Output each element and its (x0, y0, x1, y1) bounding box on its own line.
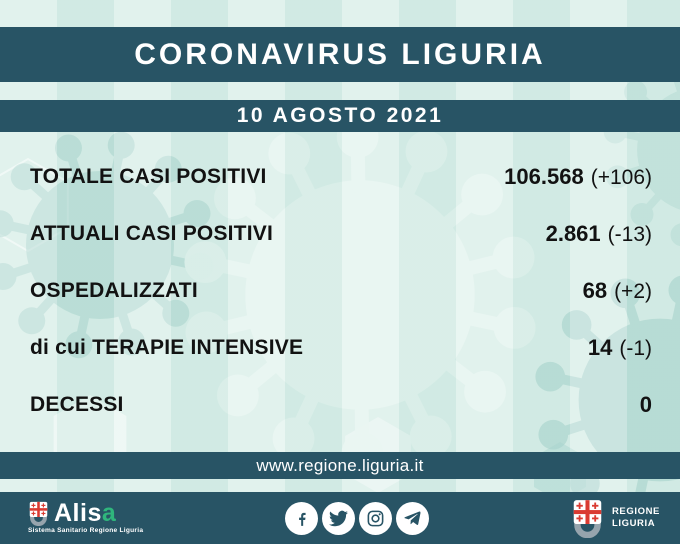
date-banner: 10 AGOSTO 2021 (0, 100, 680, 132)
alisa-logo-top: Alisa (28, 499, 143, 528)
alisa-wordmark-accent: a (101, 499, 117, 528)
report-date: 10 AGOSTO 2021 (236, 104, 444, 127)
alisa-logo: Alisa Sistema Sanitario Regione Liguria (28, 501, 143, 535)
regione-liguria-label: REGIONE LIGURIA (611, 506, 660, 529)
stat-label: di cui TERAPIE INTENSIVE (30, 335, 304, 359)
stat-row-attuali-casi: ATTUALI CASI POSITIVI 2.861 (-13) (0, 205, 680, 262)
alisa-wordmark: Alisa (54, 499, 117, 528)
footer-bar: Alisa Sistema Sanitario Regione Liguria (0, 492, 680, 544)
website-link[interactable]: www.regione.liguria.it (256, 455, 424, 475)
stat-label: TOTALE CASI POSITIVI (30, 164, 267, 188)
stat-number: 2.861 (545, 220, 601, 246)
stat-delta: (+2) (614, 279, 652, 303)
stat-delta: (-1) (619, 336, 652, 360)
stat-value: 68 (+2) (583, 278, 652, 304)
telegram-icon[interactable] (396, 501, 430, 535)
stat-number: 106.568 (504, 163, 584, 189)
stat-value: 106.568 (+106) (504, 164, 652, 190)
stat-label: ATTUALI CASI POSITIVI (30, 221, 273, 245)
page-title: CORONAVIRUS LIGURIA (134, 37, 546, 71)
twitter-icon[interactable] (322, 501, 356, 535)
stat-number: 68 (582, 277, 608, 303)
stat-value: 0 (640, 392, 652, 418)
title-banner: CORONAVIRUS LIGURIA (0, 27, 680, 82)
stat-number: 14 (587, 334, 613, 360)
stat-row-ospedalizzati: OSPEDALIZZATI 68 (+2) (0, 262, 680, 319)
alisa-shield-icon (29, 502, 48, 527)
stat-delta: (-13) (607, 222, 652, 246)
stat-value: 14 (-1) (588, 335, 652, 361)
stat-label: OSPEDALIZZATI (30, 278, 198, 302)
alisa-tagline: Sistema Sanitario Regione Liguria (28, 527, 144, 535)
stat-row-decessi: DECESSI 0 (0, 376, 680, 433)
facebook-icon[interactable] (285, 501, 319, 535)
stat-delta: (+106) (590, 165, 652, 189)
stat-row-terapie-intensive: di cui TERAPIE INTENSIVE 14 (-1) (0, 319, 680, 376)
regione-liguria-shield-icon (573, 499, 602, 538)
stats-list: TOTALE CASI POSITIVI 106.568 (+106) ATTUA… (0, 148, 680, 433)
website-bar: www.regione.liguria.it (0, 452, 680, 479)
stat-number: 0 (639, 391, 652, 417)
stat-label: DECESSI (30, 392, 124, 416)
instagram-icon[interactable] (359, 501, 393, 535)
stat-value: 2.861 (-13) (546, 221, 652, 247)
social-icons (285, 501, 430, 535)
regione-liguria-logo: REGIONE LIGURIA (571, 499, 660, 538)
stat-row-totale-casi: TOTALE CASI POSITIVI 106.568 (+106) (0, 148, 680, 205)
